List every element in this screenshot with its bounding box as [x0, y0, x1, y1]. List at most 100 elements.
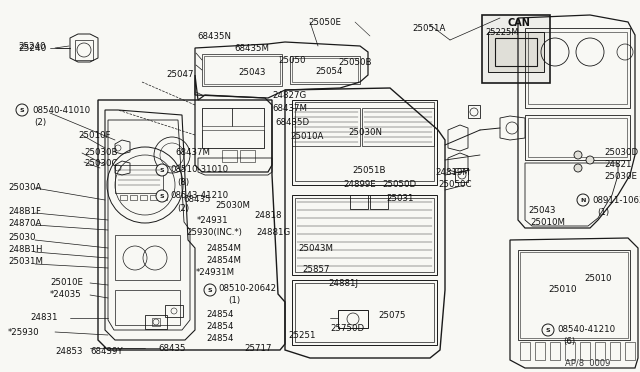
Text: 25050D: 25050D — [382, 180, 416, 189]
Text: 24827G: 24827G — [272, 91, 307, 100]
Text: 24881J: 24881J — [328, 279, 358, 288]
Bar — [165, 305, 183, 317]
Bar — [350, 195, 368, 209]
Text: 25030B: 25030B — [84, 148, 118, 157]
Bar — [130, 195, 137, 200]
Text: (2): (2) — [177, 204, 189, 213]
Bar — [115, 235, 180, 280]
Text: *25930: *25930 — [8, 328, 40, 337]
Text: 25030C: 25030C — [84, 159, 118, 168]
Text: 08543-41210: 08543-41210 — [170, 191, 228, 200]
Bar — [115, 290, 180, 325]
Text: 25030D: 25030D — [604, 148, 638, 157]
Bar — [525, 28, 630, 108]
Text: 25857: 25857 — [302, 265, 330, 274]
Text: 25030E: 25030E — [604, 172, 637, 181]
Bar — [338, 310, 368, 328]
Text: 25051A: 25051A — [412, 24, 445, 33]
Text: 25030N: 25030N — [348, 128, 382, 137]
Text: 25240: 25240 — [18, 42, 45, 51]
Bar — [362, 108, 434, 146]
Text: (1): (1) — [597, 208, 609, 217]
Bar — [528, 118, 627, 157]
Bar — [610, 342, 620, 360]
Bar — [115, 165, 163, 193]
Text: 08540-41210: 08540-41210 — [557, 325, 615, 334]
Bar — [520, 252, 628, 338]
Text: 68439Y: 68439Y — [90, 347, 123, 356]
Bar — [240, 150, 255, 162]
Text: 68435N: 68435N — [197, 32, 231, 41]
Text: 25010A: 25010A — [290, 132, 323, 141]
Bar — [495, 38, 537, 66]
Text: 24870A: 24870A — [8, 219, 42, 228]
Bar — [202, 54, 282, 86]
Text: 08510-20642: 08510-20642 — [218, 284, 276, 293]
Text: 68437M: 68437M — [272, 104, 307, 113]
Text: S: S — [160, 193, 164, 199]
Text: 25750D: 25750D — [330, 324, 364, 333]
Text: 25043: 25043 — [528, 206, 556, 215]
Text: 24819M: 24819M — [435, 168, 470, 177]
Bar — [292, 100, 437, 185]
Bar — [295, 283, 434, 342]
Bar — [525, 115, 630, 160]
Bar — [292, 58, 358, 82]
Bar — [482, 15, 550, 83]
Text: 25010F: 25010F — [78, 131, 111, 140]
Bar — [518, 250, 630, 340]
Bar — [595, 342, 605, 360]
Circle shape — [577, 194, 589, 206]
Bar — [370, 195, 388, 209]
Bar — [75, 40, 93, 60]
Circle shape — [156, 164, 168, 176]
Bar — [222, 150, 237, 162]
Bar — [202, 108, 264, 148]
Text: 25930(INC.*): 25930(INC.*) — [186, 228, 242, 237]
Bar — [204, 56, 280, 84]
Circle shape — [16, 104, 28, 116]
Text: 24853: 24853 — [55, 347, 83, 356]
Text: 25251: 25251 — [288, 331, 316, 340]
Bar — [488, 32, 544, 72]
Text: 25225M: 25225M — [485, 28, 518, 37]
Text: 24854M: 24854M — [206, 244, 241, 253]
Bar — [202, 108, 232, 126]
Bar — [145, 315, 167, 329]
Text: (8): (8) — [177, 178, 189, 187]
Circle shape — [542, 324, 554, 336]
Bar — [292, 195, 437, 275]
Bar — [520, 342, 530, 360]
Text: 68435: 68435 — [183, 195, 211, 204]
Bar — [295, 198, 434, 272]
Circle shape — [574, 151, 582, 159]
Bar — [120, 195, 127, 200]
Bar — [625, 342, 635, 360]
Text: 25050B: 25050B — [338, 58, 371, 67]
Text: 24854: 24854 — [206, 322, 234, 331]
Text: S: S — [546, 327, 550, 333]
Text: 68435: 68435 — [158, 344, 186, 353]
Bar — [152, 318, 160, 326]
Bar — [295, 102, 434, 181]
Text: 248B1H: 248B1H — [8, 245, 42, 254]
Text: 25240: 25240 — [18, 44, 46, 53]
Text: (6): (6) — [563, 337, 575, 346]
Text: 24899E: 24899E — [343, 180, 376, 189]
Text: 25717: 25717 — [244, 344, 271, 353]
Text: *24931: *24931 — [197, 216, 228, 225]
Text: 25031: 25031 — [386, 194, 413, 203]
Text: AP/8  0009: AP/8 0009 — [565, 358, 611, 367]
Text: S: S — [208, 288, 212, 292]
Text: 24854: 24854 — [206, 310, 234, 319]
Text: 25043M: 25043M — [298, 244, 333, 253]
Text: (2): (2) — [34, 118, 46, 127]
Bar — [550, 342, 560, 360]
Bar — [140, 195, 147, 200]
Circle shape — [574, 164, 582, 172]
Text: N: N — [580, 198, 586, 202]
Text: 25010: 25010 — [548, 285, 577, 294]
Text: 68437M: 68437M — [175, 148, 210, 157]
Text: CAN: CAN — [508, 18, 531, 28]
Text: 25047: 25047 — [166, 70, 193, 79]
